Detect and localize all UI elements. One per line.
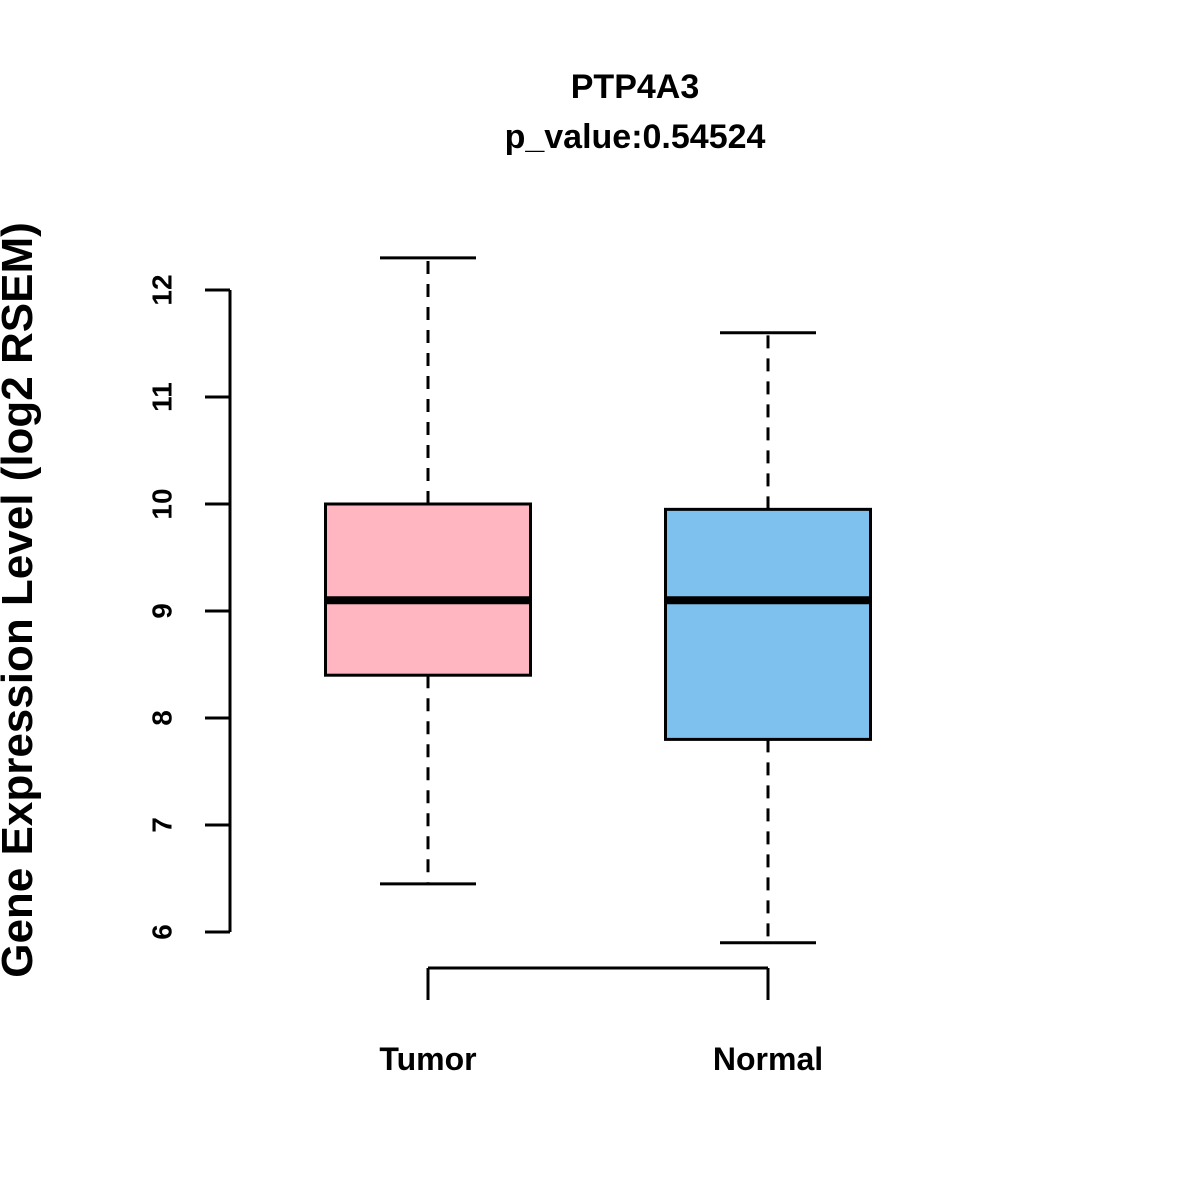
y-axis-label: Gene Expression Level (log2 RSEM) [0, 222, 42, 978]
title-block: PTP4A3 p_value:0.54524 [70, 62, 1200, 162]
y-tick-label: 12 [147, 274, 178, 305]
box-normal [664, 507, 872, 741]
y-tick-label: 7 [147, 817, 178, 833]
group-label-normal: Normal [713, 1041, 823, 1077]
chart-title: PTP4A3 [570, 68, 700, 106]
y-tick-label: 10 [147, 488, 178, 519]
chart-pvalue: p_value:0.54524 [504, 118, 766, 156]
y-tick-label: 8 [147, 710, 178, 726]
y-tick-label: 6 [147, 924, 178, 940]
y-tick-label: 9 [147, 603, 178, 619]
y-tick-label: 11 [147, 382, 178, 412]
box-tumor [324, 502, 532, 677]
group-label-tumor: Tumor [379, 1041, 476, 1077]
